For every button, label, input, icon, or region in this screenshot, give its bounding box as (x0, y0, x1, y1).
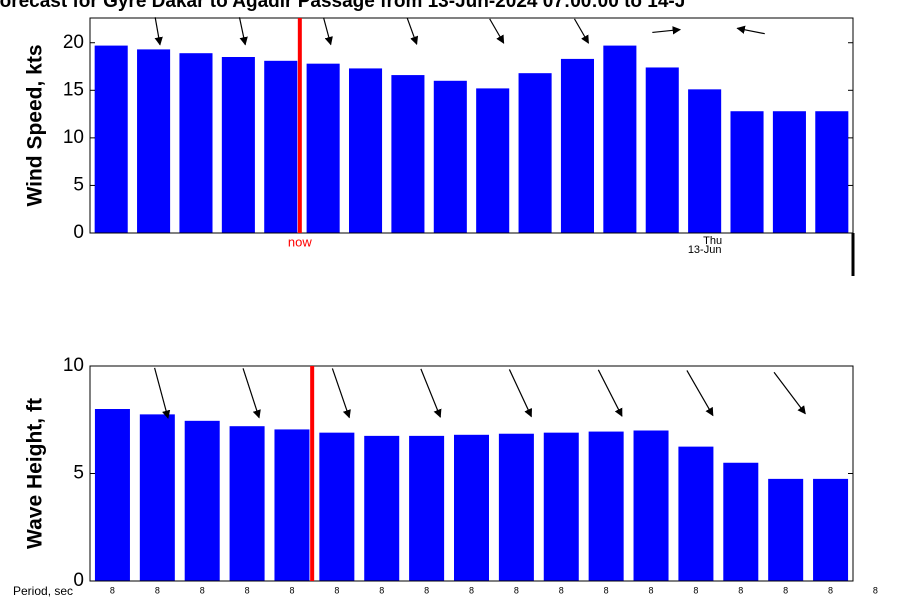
period-value: 8 (649, 585, 654, 595)
direction-arrow (154, 17, 163, 46)
direction-arrow (242, 368, 261, 419)
now-label: now (288, 234, 312, 249)
direction-arrow (154, 367, 171, 419)
period-value: 8 (110, 585, 115, 595)
direction-arrow (573, 18, 589, 44)
bar (409, 435, 445, 581)
y-tick-label: 0 (73, 222, 84, 243)
period-value: 8 (379, 585, 384, 595)
period-value: 8 (200, 585, 205, 595)
direction-arrow (652, 26, 682, 35)
chart-title: Forecast for Gyre Dakar to Agadir Passag… (0, 0, 685, 12)
period-value: 8 (424, 585, 429, 595)
direction-arrow (489, 18, 505, 44)
tick-label-line: Thu (703, 235, 722, 247)
direction-arrow (773, 371, 806, 415)
bar (306, 63, 340, 234)
y-tick-label: 5 (73, 174, 84, 195)
direction-arrow (686, 370, 714, 417)
direction-arrow (736, 25, 765, 35)
y-axis-label: Wind Speed, kts (24, 44, 47, 206)
bar (498, 433, 534, 581)
bar (94, 45, 128, 233)
period-label: Period, sec (13, 584, 73, 598)
bar (603, 45, 637, 233)
bar (433, 80, 467, 233)
bar (688, 89, 722, 234)
period-value: 8 (738, 585, 743, 595)
bar (139, 414, 175, 581)
bar (229, 426, 265, 581)
period-value: 8 (155, 585, 160, 595)
y-tick-label: 0 (73, 570, 84, 591)
bar (453, 434, 490, 581)
bar (221, 57, 255, 233)
bar (319, 432, 355, 581)
bar (543, 432, 579, 581)
bar (588, 431, 624, 581)
direction-arrow (406, 17, 419, 45)
bar (476, 88, 510, 234)
y-tick-label: 10 (63, 127, 84, 148)
direction-arrow (331, 368, 351, 419)
bar (391, 75, 425, 233)
direction-arrow (322, 17, 333, 46)
bar (772, 111, 806, 233)
bar (264, 60, 298, 233)
period-value: 8 (514, 585, 519, 595)
y-tick-label: 10 (63, 355, 84, 376)
x-tick-label: Thu 13-Jun (688, 235, 722, 256)
plot-frame (89, 17, 854, 234)
bar (815, 111, 849, 233)
bar (730, 111, 764, 233)
period-value: 8 (828, 585, 833, 595)
period-value: 8 (783, 585, 788, 595)
direction-arrow (597, 369, 623, 417)
period-value: 8 (559, 585, 564, 595)
bar (518, 73, 552, 233)
period-value: 8 (334, 585, 339, 595)
bar (274, 429, 310, 581)
direction-arrow (238, 17, 248, 46)
period-value: 8 (873, 585, 878, 595)
bar (137, 49, 171, 234)
direction-arrow (508, 369, 532, 418)
period-value: 8 (693, 585, 698, 595)
y-tick-label: 15 (63, 79, 84, 100)
bar (723, 462, 759, 581)
bar (184, 420, 220, 581)
bar (633, 430, 669, 581)
bar (768, 478, 804, 581)
period-value: 8 (245, 585, 250, 595)
period-value: 8 (289, 585, 294, 595)
bar (560, 58, 595, 234)
bar (813, 478, 849, 581)
y-axis-label: Wave Height, ft (24, 398, 47, 549)
bar (94, 409, 130, 581)
period-value: 8 (469, 585, 474, 595)
period-value: 8 (604, 585, 609, 595)
bar (678, 446, 714, 581)
bar (348, 68, 383, 234)
bar (645, 67, 679, 233)
y-tick-label: 20 (63, 32, 84, 53)
direction-arrow (420, 368, 442, 418)
bar (364, 435, 400, 581)
tick-label-line: 13-Jun (688, 244, 722, 256)
bar (179, 53, 213, 234)
y-tick-label: 5 (73, 463, 84, 484)
